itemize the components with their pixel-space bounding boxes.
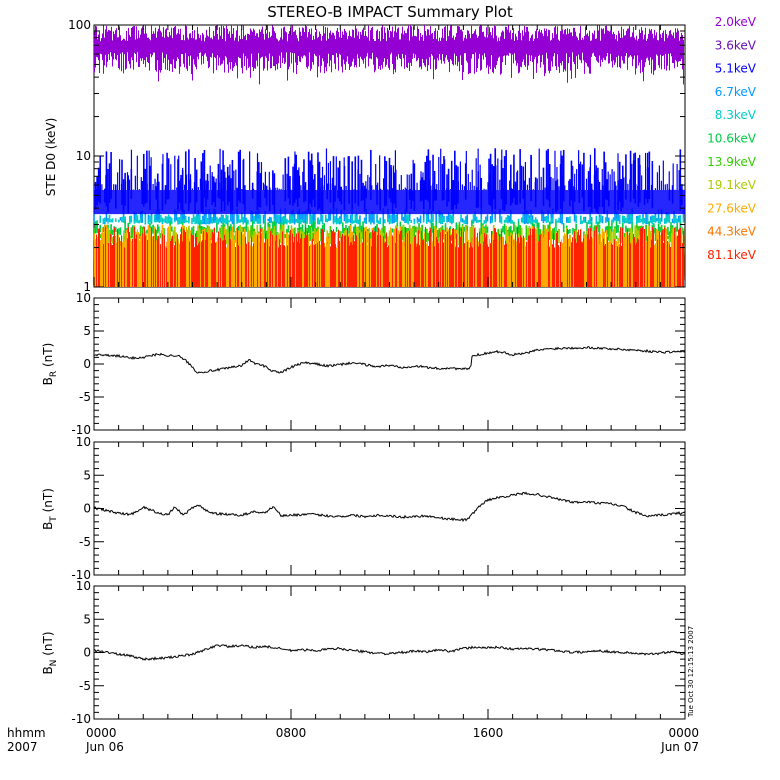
y-tick-label: 10 xyxy=(76,435,91,449)
series-8.3keV xyxy=(96,214,685,225)
y-tick-label: 5 xyxy=(83,468,91,482)
bt-ylabel: BT (nT) xyxy=(41,488,59,530)
x-axis-corner-year: 2007 xyxy=(7,740,38,754)
y-tick-label: 10 xyxy=(76,149,91,163)
bt-panel: -10 -5 0 5 10 BT (nT) xyxy=(41,435,686,582)
br-ylabel: BR (nT) xyxy=(41,343,59,386)
bn-ticks: -10 -5 0 5 10 xyxy=(71,579,686,726)
bn-series-line xyxy=(93,644,686,661)
legend-item: 8.3keV xyxy=(715,108,757,122)
series-5.1keV-spikes xyxy=(93,148,684,191)
br-ticks: -10 -5 0 5 10 xyxy=(71,291,686,437)
x-tick-date: Jun 06 xyxy=(85,740,124,754)
y-tick-label: 100 xyxy=(68,18,91,32)
legend-item: 6.7keV xyxy=(715,85,757,99)
spectrogram-ylabel: STE D0 (keV) xyxy=(44,118,58,197)
bt-series-line xyxy=(93,491,686,522)
series-low-energy xyxy=(94,226,684,287)
y-tick-label: -5 xyxy=(79,679,91,693)
legend-item: 44.3keV xyxy=(707,225,757,239)
y-tick-label: -10 xyxy=(71,568,91,582)
y-tick-label: 5 xyxy=(83,324,91,338)
legend-item: 10.6keV xyxy=(707,132,757,146)
bn-ylabel: BN (nT) xyxy=(41,631,59,674)
y-tick-label: -5 xyxy=(79,535,91,549)
y-tick-label: 1 xyxy=(83,280,91,294)
bn-panel: -10 -5 0 5 10 BN (nT) xyxy=(41,579,686,726)
y-tick-label: -10 xyxy=(71,712,91,726)
y-tick-label: 0 xyxy=(83,357,91,371)
y-tick-label: -10 xyxy=(71,423,91,437)
generation-timestamp: Tue Oct 30 12:15:13 2007 xyxy=(687,626,695,718)
x-tick-label: 1600 xyxy=(473,726,504,740)
x-axis-corner-hhmm: hhmm xyxy=(7,726,46,740)
legend-item: 19.1keV xyxy=(707,178,757,192)
y-tick-label: 10 xyxy=(76,291,91,305)
x-tick-date: Jun 07 xyxy=(660,740,699,754)
y-tick-label: 0 xyxy=(83,646,91,660)
bt-frame xyxy=(93,441,686,576)
x-tick-label: 0000 xyxy=(86,726,117,740)
y-tick-label: 5 xyxy=(83,612,91,626)
chart-title: STEREO-B IMPACT Summary Plot xyxy=(267,3,513,21)
energy-legend: 2.0keV 3.6keV 5.1keV 6.7keV 8.3keV 10.6keV 13.… xyxy=(707,15,757,262)
x-tick-label: 0800 xyxy=(276,726,307,740)
bt-ticks: -10 -5 0 5 10 xyxy=(71,435,686,582)
series-2.0keV xyxy=(94,25,684,85)
legend-item: 3.6keV xyxy=(715,38,757,52)
legend-item: 2.0keV xyxy=(715,15,757,29)
legend-item: 13.9keV xyxy=(707,155,757,169)
spectrogram-marks xyxy=(93,25,685,287)
legend-item: 27.6keV xyxy=(707,201,757,215)
x-tick-label: 0000 xyxy=(668,726,699,740)
br-panel: -10 -5 0 5 10 BR (nT) xyxy=(41,291,686,437)
spectrogram-panel: 1 10 100 STE D0 (keV) xyxy=(44,18,686,294)
br-series-line xyxy=(93,346,686,374)
legend-item: 5.1keV xyxy=(715,62,757,76)
spectrum-band-base xyxy=(94,190,685,215)
legend-item: 81.1keV xyxy=(707,248,757,262)
br-frame xyxy=(93,297,686,431)
y-tick-label: 0 xyxy=(83,502,91,516)
y-tick-label: -5 xyxy=(79,390,91,404)
spectrogram-y-ticks: 1 10 100 xyxy=(68,18,686,294)
y-tick-label: 10 xyxy=(76,579,91,593)
